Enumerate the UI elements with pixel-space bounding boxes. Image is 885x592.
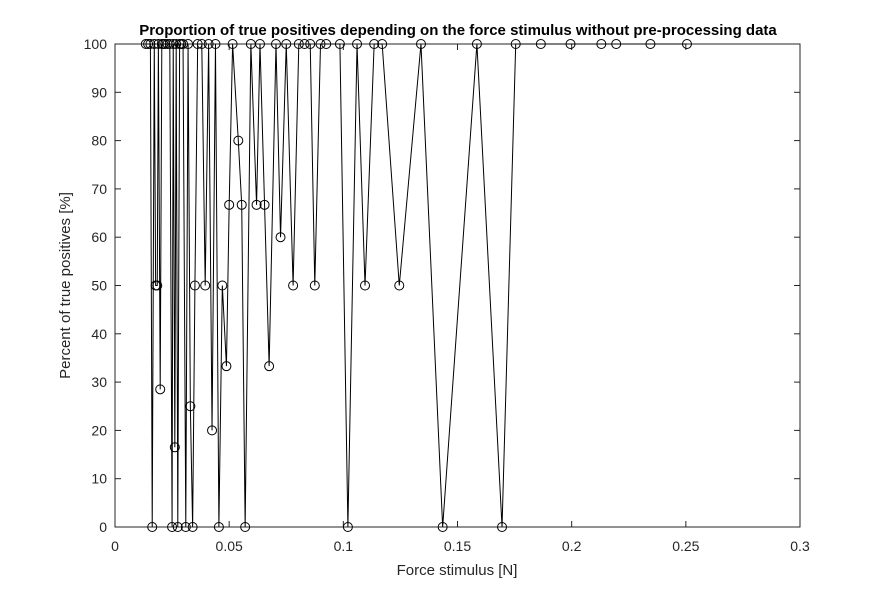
data-point (164, 39, 175, 49)
data-point (224, 199, 235, 210)
data-point (288, 280, 299, 291)
x-tick-label: 0.3 (790, 538, 810, 554)
data-point (171, 39, 182, 49)
y-tick-label: 60 (91, 229, 107, 245)
y-tick-label: 20 (91, 422, 107, 438)
x-axis: 0 0.05 0.1 0.15 0.2 0.25 0.3 (111, 44, 810, 554)
y-axis: 0 10 20 30 40 50 60 70 80 90 100 (84, 36, 800, 535)
x-tick-label: 0 (111, 538, 119, 554)
y-tick-label: 80 (91, 133, 107, 149)
data-point (334, 39, 345, 49)
data-point (213, 522, 224, 532)
data-point (293, 39, 304, 49)
data-point (160, 39, 171, 49)
data-point (352, 39, 363, 49)
data-point (185, 401, 196, 412)
chart-title: Proportion of true positives depending o… (139, 22, 777, 39)
data-point (236, 199, 247, 210)
data-point (535, 39, 546, 49)
data-point (192, 39, 203, 49)
data-point (377, 39, 388, 49)
data-point (645, 39, 656, 49)
y-tick-label: 30 (91, 374, 107, 390)
data-point (217, 280, 228, 291)
y-tick-label: 90 (91, 84, 107, 100)
data-point (210, 39, 221, 49)
data-point (143, 39, 154, 49)
data-point (497, 522, 508, 532)
x-tick-label: 0.05 (216, 538, 243, 554)
data-point (264, 361, 275, 372)
x-axis-label: Force stimulus [N] (397, 562, 518, 579)
data-point (200, 280, 211, 291)
data-point (369, 39, 380, 49)
data-point (611, 39, 622, 49)
data-point (254, 39, 265, 49)
data-point (471, 39, 482, 49)
data-point (299, 39, 310, 49)
data-point (281, 39, 292, 49)
x-tick-label: 0.25 (672, 538, 699, 554)
data-point (565, 39, 576, 49)
data-point (187, 522, 198, 532)
x-tick-label: 0.15 (444, 538, 471, 554)
data-point (309, 280, 320, 291)
data-point (251, 199, 262, 210)
data-point (147, 522, 158, 532)
data-point (240, 522, 251, 532)
data-point (178, 39, 189, 49)
data-point (168, 39, 179, 49)
y-tick-label: 70 (91, 181, 107, 197)
data-point (259, 199, 270, 210)
data-point (140, 39, 151, 49)
y-axis-label: Percent of true positives [%] (57, 192, 74, 379)
data-point (203, 39, 214, 49)
data-point (270, 39, 281, 49)
data-point (152, 280, 163, 291)
data-point (275, 232, 286, 243)
data-point (155, 384, 166, 395)
data-point (681, 39, 692, 49)
y-tick-label: 10 (91, 471, 107, 487)
data-point (342, 522, 353, 532)
data-point (321, 39, 332, 49)
data-point (510, 39, 521, 49)
data-point (305, 39, 316, 49)
data-point (207, 425, 218, 436)
data-point (233, 135, 244, 146)
data-point (360, 280, 371, 291)
series-true-positives (140, 39, 692, 532)
data-point (167, 522, 178, 532)
data-point (172, 522, 183, 532)
y-tick-label: 0 (99, 519, 107, 535)
y-tick-label: 50 (91, 278, 107, 294)
data-point (183, 39, 194, 49)
data-point (196, 39, 207, 49)
data-point (415, 39, 426, 49)
data-point (437, 522, 448, 532)
data-point (221, 361, 232, 372)
data-point (227, 39, 238, 49)
data-point (596, 39, 607, 49)
data-point (145, 39, 156, 49)
data-point (315, 39, 326, 49)
x-tick-label: 0.2 (562, 538, 582, 554)
y-tick-label: 40 (91, 326, 107, 342)
data-point (189, 280, 200, 291)
data-point (394, 280, 405, 291)
data-point (180, 522, 191, 532)
y-tick-label: 100 (84, 36, 108, 52)
x-tick-label: 0.1 (334, 538, 354, 554)
data-point (169, 442, 180, 453)
